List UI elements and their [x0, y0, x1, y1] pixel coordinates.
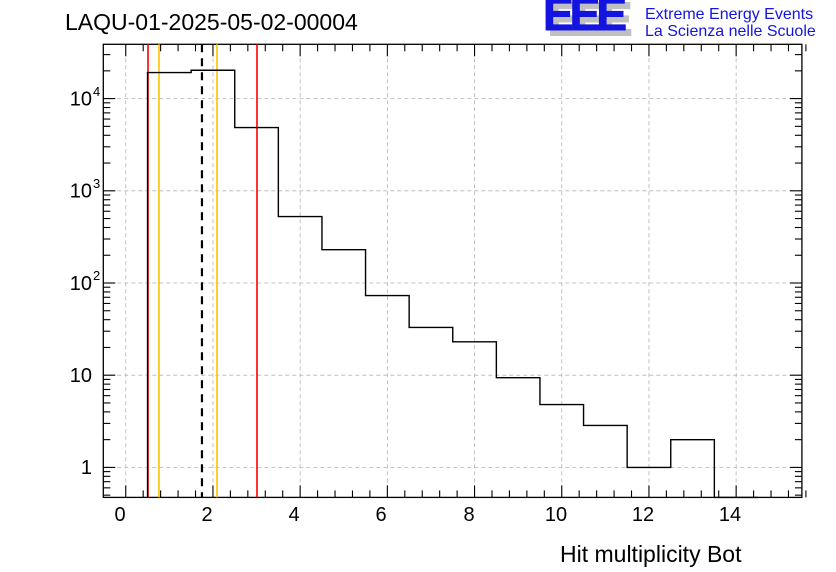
- svg-text:8: 8: [463, 504, 474, 526]
- svg-text:14: 14: [719, 504, 741, 526]
- svg-text:10: 10: [70, 181, 92, 203]
- svg-text:12: 12: [632, 504, 654, 526]
- svg-text:Hit multiplicity Bot: Hit multiplicity Bot: [560, 541, 742, 567]
- svg-text:6: 6: [375, 504, 386, 526]
- svg-text:2: 2: [201, 504, 212, 526]
- svg-text:Extreme Energy Events: Extreme Energy Events: [645, 6, 813, 23]
- svg-text:2: 2: [93, 268, 100, 283]
- svg-text:4: 4: [288, 504, 299, 526]
- svg-text:La Scienza nelle Scuole: La Scienza nelle Scuole: [645, 23, 816, 40]
- svg-text:0: 0: [114, 504, 125, 526]
- svg-text:4: 4: [93, 84, 100, 99]
- svg-text:10: 10: [70, 88, 92, 110]
- svg-text:10: 10: [545, 504, 567, 526]
- svg-text:10: 10: [70, 273, 92, 295]
- svg-text:3: 3: [93, 176, 100, 191]
- svg-text:10: 10: [70, 365, 92, 387]
- svg-text:1: 1: [81, 457, 92, 479]
- svg-text:EEE: EEE: [543, 0, 625, 40]
- svg-text:LAQU-01-2025-05-02-00004: LAQU-01-2025-05-02-00004: [65, 9, 358, 35]
